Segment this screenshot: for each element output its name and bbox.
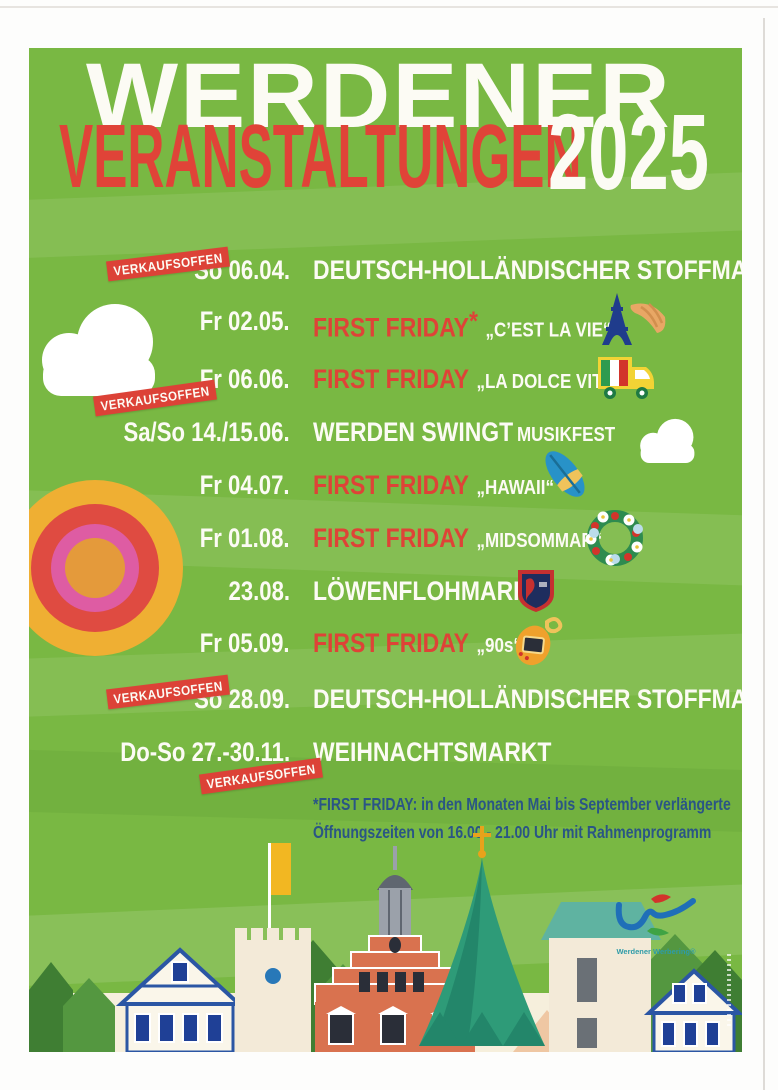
castle-tower bbox=[235, 843, 311, 1052]
event-content: FIRST FRIDAY „LA DOLCE VITA“ bbox=[313, 362, 677, 401]
sun-illustration bbox=[29, 480, 183, 656]
event-name: DEUTSCH-HOLLÄNDISCHER STOFFMARKT bbox=[313, 684, 742, 714]
eiffel-tower-icon-slot bbox=[600, 291, 634, 352]
werbering-logo-mark bbox=[615, 894, 696, 936]
event-subtitle: „LA DOLCE VITA“ bbox=[476, 371, 622, 393]
event-row: Fr 04.07. FIRST FRIDAY „HAWAII“ bbox=[29, 468, 742, 502]
poster-title-year: 2025 bbox=[548, 91, 709, 212]
event-content: LÖWENFLOHMARKT bbox=[313, 574, 584, 613]
event-row: Sa/So 14./15.06. WERDEN SWINGT MUSIKFEST bbox=[29, 415, 742, 449]
footnote-asterisk: * bbox=[468, 306, 478, 336]
surfboard-icon bbox=[545, 451, 585, 497]
half-timbered-house-1 bbox=[115, 947, 245, 1052]
event-content: FIRST FRIDAY „MIDSOMMAR“ bbox=[313, 521, 653, 560]
gelato-truck-icon-slot bbox=[596, 353, 658, 410]
event-row: Do-So 27.-30.11. WEIHNACHTSMARKT bbox=[29, 735, 742, 769]
event-date: Fr 01.08. bbox=[200, 523, 290, 553]
cloud-left bbox=[42, 304, 155, 396]
event-row: So 06.04.DEUTSCH-HOLLÄNDISCHER STOFFMARK… bbox=[29, 253, 742, 287]
football-crest-icon bbox=[518, 570, 554, 612]
event-suffix: MUSIKFEST bbox=[516, 424, 616, 446]
event-name: WEIHNACHTSMARKT bbox=[313, 737, 552, 767]
event-subtitle: „90s“ bbox=[476, 635, 522, 657]
event-date: Sa/So 14./15.06. bbox=[123, 417, 290, 447]
event-name: DEUTSCH-HOLLÄNDISCHER STOFFMARKT bbox=[313, 255, 742, 285]
photo-frame-top-line bbox=[0, 6, 778, 8]
event-name-highlight: FIRST FRIDAY bbox=[313, 628, 469, 658]
cloud-right bbox=[640, 418, 695, 464]
event-content: DEUTSCH-HOLLÄNDISCHER STOFFMARKT bbox=[313, 682, 742, 721]
tamagotchi-icon bbox=[515, 617, 563, 666]
event-date: Fr 02.05. bbox=[200, 306, 290, 336]
event-date: Fr 04.07. bbox=[200, 470, 290, 500]
werdener-werbering-logo: Werdener Werbering® bbox=[606, 891, 706, 956]
event-subtitle: „MIDSOMMAR“ bbox=[476, 530, 603, 552]
surfboard-icon-slot bbox=[532, 444, 598, 509]
event-date: Do-So 27.-30.11. bbox=[120, 737, 290, 767]
town-skyline-illustration bbox=[29, 826, 742, 1052]
midsommar-wreath-icon-slot bbox=[584, 507, 646, 574]
croissant-icon-slot bbox=[627, 297, 669, 342]
event-row: Fr 06.06. FIRST FRIDAY „LA DOLCE VITA“ bbox=[29, 362, 742, 396]
event-content: FIRST FRIDAY „HAWAII“ bbox=[313, 468, 597, 507]
event-name-highlight: FIRST FRIDAY bbox=[313, 364, 469, 394]
werbering-logo-text: Werdener Werbering® bbox=[616, 947, 696, 956]
event-name-highlight: FIRST FRIDAY bbox=[313, 523, 469, 553]
event-content: FIRST FRIDAY* „C’EST LA VIE“ bbox=[313, 304, 664, 349]
half-timbered-house-2 bbox=[643, 968, 742, 1052]
event-name: WERDEN SWINGT bbox=[313, 417, 514, 447]
event-name-highlight: FIRST FRIDAY bbox=[313, 312, 469, 343]
poster-title-line2: VERANSTALTUNGEN bbox=[59, 107, 582, 207]
event-content: DEUTSCH-HOLLÄNDISCHER STOFFMARKT bbox=[313, 253, 742, 292]
poster-title-line1: WERDENER bbox=[86, 48, 672, 147]
croissant-icon bbox=[630, 303, 666, 333]
event-row: Fr 02.05. FIRST FRIDAY* „C’EST LA VIE“ bbox=[29, 304, 742, 342]
event-subtitle: „HAWAII“ bbox=[476, 477, 555, 499]
event-row: Fr 05.09. FIRST FRIDAY „90s“ bbox=[29, 626, 742, 660]
event-date: 23.08. bbox=[228, 576, 290, 606]
event-content: WEIHNACHTSMARKT bbox=[313, 735, 593, 774]
event-content: FIRST FRIDAY „90s“ bbox=[313, 626, 559, 665]
teal-roof-building bbox=[541, 902, 661, 1052]
church-spire bbox=[419, 826, 545, 1046]
event-name: LÖWENFLOHMARKT bbox=[313, 576, 544, 606]
event-subtitle: „C’EST LA VIE“ bbox=[485, 319, 612, 342]
event-row: Fr 01.08. FIRST FRIDAY „MIDSOMMAR“ bbox=[29, 521, 742, 555]
event-row: 23.08. LÖWENFLOHMARKT bbox=[29, 574, 742, 608]
event-date: Fr 05.09. bbox=[200, 628, 290, 658]
football-crest-icon-slot bbox=[516, 568, 556, 619]
event-content: WERDEN SWINGT MUSIKFEST bbox=[313, 415, 669, 454]
midsommar-wreath-icon bbox=[585, 510, 643, 566]
footnote-line1: *FIRST FRIDAY: in den Monaten Mai bis Se… bbox=[313, 794, 731, 814]
footnote-line2: Öffnungszeiten von 16.00 - 21.00 Uhr mit… bbox=[313, 822, 712, 842]
event-poster: WERDENER VERANSTALTUNGEN 2025 So 06.04. D… bbox=[29, 48, 742, 1052]
credit-text-vertical bbox=[727, 954, 731, 1028]
event-name-highlight: FIRST FRIDAY bbox=[313, 470, 469, 500]
eiffel-tower-icon bbox=[602, 293, 632, 345]
gelato-truck-icon bbox=[598, 357, 654, 399]
tamagotchi-icon-slot bbox=[509, 614, 567, 675]
first-friday-footnote: *FIRST FRIDAY: in den Monaten Mai bis Se… bbox=[313, 790, 731, 846]
photo-frame-right-line bbox=[763, 18, 765, 1090]
